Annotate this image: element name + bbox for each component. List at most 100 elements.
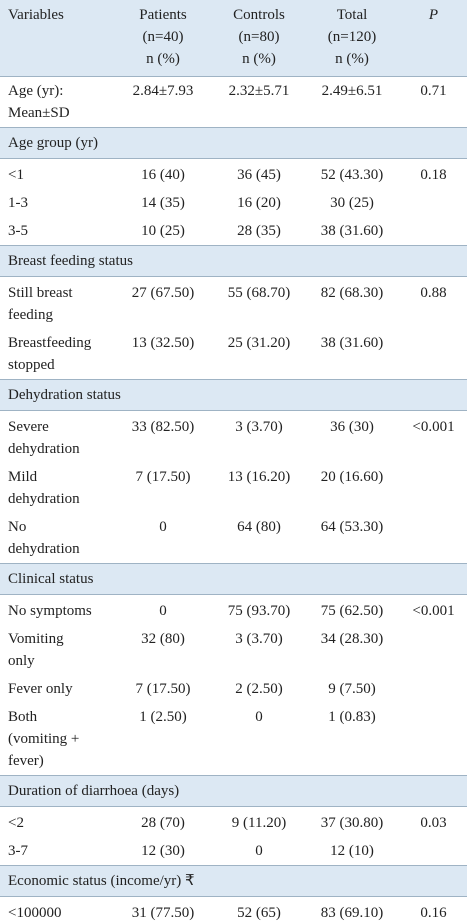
cell: 0 xyxy=(255,843,263,859)
cell xyxy=(398,625,467,675)
data-row: No symptoms 0 75 (93.70) 75 (62.50) <0.001 xyxy=(0,595,467,626)
cell: <1 xyxy=(8,167,24,183)
cell: 14 (35) xyxy=(141,195,185,211)
cell xyxy=(398,675,467,703)
cell: 0.88 xyxy=(420,285,447,301)
header-cell: Variables xyxy=(0,0,112,77)
cell-line: Patients xyxy=(139,7,187,23)
section-title: Clinical status xyxy=(0,563,467,595)
data-row: 3-7 12 (30) 0 12 (10) xyxy=(0,837,467,866)
cell: No dehydration xyxy=(0,513,112,564)
cell-line: (n=40) xyxy=(142,29,184,45)
section-row: Age group (yr) xyxy=(0,127,467,159)
cell xyxy=(398,217,467,246)
cell: 3 (3.70) xyxy=(235,631,283,647)
data-row: Still breast feeding 27 (67.50) 55 (68.70) 8… xyxy=(0,277,467,330)
cell: Breastfeeding stopped xyxy=(0,329,112,380)
cell: <0.001 xyxy=(412,603,455,619)
cell: No symptoms xyxy=(8,603,92,619)
section-row: Duration of diarrhoea (days) xyxy=(0,775,467,807)
cell-line: only xyxy=(8,653,35,669)
cell xyxy=(398,837,467,866)
cell: 7 (17.50) xyxy=(135,469,191,485)
cell-line: Both xyxy=(8,709,38,725)
cell-line: Mean±SD xyxy=(8,105,70,121)
cell: 52 (43.30) xyxy=(320,167,384,183)
cell: 75 (62.50) xyxy=(320,603,384,619)
header-cell: Controls (n=80) n (%) xyxy=(212,0,304,77)
cell: 28 (35) xyxy=(237,223,281,239)
cell-line: Mild xyxy=(8,469,38,485)
section-title: Breast feeding status xyxy=(0,245,467,277)
cell: 52 (65) xyxy=(237,905,281,921)
cell-line: (vomiting + xyxy=(8,731,80,747)
cell: 12 (10) xyxy=(330,843,374,859)
cell: 0 xyxy=(159,519,167,535)
cell: 30 (25) xyxy=(330,195,374,211)
cell: 0.71 xyxy=(420,83,447,99)
cell: <0.001 xyxy=(412,419,455,435)
cell: 20 (16.60) xyxy=(320,469,384,485)
data-row: No dehydration 0 64 (80) 64 (53.30) xyxy=(0,513,467,564)
header-cell: P xyxy=(398,0,467,77)
cell-line: dehydration xyxy=(8,441,80,457)
cell: 9 (11.20) xyxy=(231,815,287,831)
cell: Age (yr): Mean±SD xyxy=(0,77,112,128)
cell: 1-3 xyxy=(8,195,28,211)
cell xyxy=(398,189,467,217)
cell-line: Still breast xyxy=(8,285,73,301)
cell: 83 (69.10) xyxy=(320,905,384,921)
cell: 32 (80) xyxy=(141,631,185,647)
cell: Fever only xyxy=(8,681,73,697)
cell-line: dehydration xyxy=(8,491,80,507)
cell: 31 (77.50) xyxy=(131,905,195,921)
cell: 2.32±5.71 xyxy=(228,83,290,99)
cell: Both (vomiting + fever) xyxy=(0,703,112,776)
cell: 13 (32.50) xyxy=(131,335,195,351)
cell-line: Breastfeeding xyxy=(8,335,92,351)
cell: 27 (67.50) xyxy=(131,285,195,301)
cell: 37 (30.80) xyxy=(320,815,384,831)
cell: 13 (16.20) xyxy=(227,469,291,485)
cell-line: stopped xyxy=(8,357,55,373)
cell: 28 (70) xyxy=(141,815,185,831)
data-row: Fever only 7 (17.50) 2 (2.50) 9 (7.50) xyxy=(0,675,467,703)
cell: 55 (68.70) xyxy=(227,285,291,301)
cell: 82 (68.30) xyxy=(320,285,384,301)
cell-line: n (%) xyxy=(242,51,276,67)
cell xyxy=(398,513,467,564)
data-row: <1 16 (40) 36 (45) 52 (43.30) 0.18 xyxy=(0,159,467,190)
cell-line: Severe xyxy=(8,419,49,435)
data-row: Both (vomiting + fever) 1 (2.50) 0 1 (0.83) xyxy=(0,703,467,776)
cell-line: fever) xyxy=(8,753,44,769)
data-row: 3-5 10 (25) 28 (35) 38 (31.60) xyxy=(0,217,467,246)
cell-line: dehydration xyxy=(8,541,80,557)
cell: Mild dehydration xyxy=(0,463,112,513)
header-cell: Patients (n=40) n (%) xyxy=(112,0,212,77)
cell: 1 (2.50) xyxy=(139,709,187,725)
cell: 12 (30) xyxy=(141,843,185,859)
cell: 7 (17.50) xyxy=(135,681,191,697)
cell-line: Variables xyxy=(8,7,64,23)
cell-line: Age (yr): xyxy=(8,83,64,99)
cell: 0 xyxy=(159,603,167,619)
cell: Severe dehydration xyxy=(0,411,112,464)
cell: 33 (82.50) xyxy=(131,419,195,435)
section-row: Economic status (income/yr) ₹ xyxy=(0,865,467,897)
cell: 2.84±7.93 xyxy=(132,83,194,99)
section-row: Dehydration status xyxy=(0,379,467,411)
cell: 36 (30) xyxy=(330,419,374,435)
cell: 64 (53.30) xyxy=(320,519,384,535)
cell: 0 xyxy=(255,709,263,725)
cell: 3 (3.70) xyxy=(235,419,283,435)
data-row: <2 28 (70) 9 (11.20) 37 (30.80) 0.03 xyxy=(0,807,467,838)
data-row: Severe dehydration 33 (82.50) 3 (3.70) 36 (3… xyxy=(0,411,467,464)
cell-line: (n=80) xyxy=(238,29,280,45)
cell: 36 (45) xyxy=(237,167,281,183)
header-cell: Total (n=120) n (%) xyxy=(304,0,398,77)
cell: 16 (20) xyxy=(237,195,281,211)
cell: <100000 xyxy=(8,905,62,921)
cell: 0.03 xyxy=(420,815,447,831)
cell-line: No xyxy=(8,519,27,535)
